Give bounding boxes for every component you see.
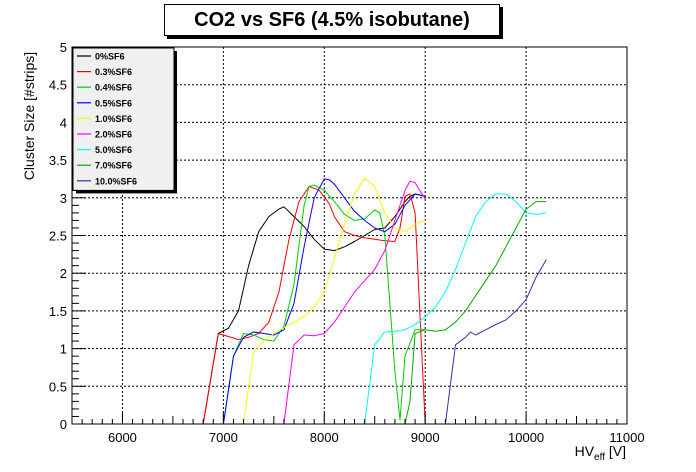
series-line: [404, 201, 547, 425]
legend-label: 0.4%SF6: [95, 83, 132, 93]
x-tick-label: 7000: [209, 430, 238, 445]
x-axis-label: HVeff [V]: [575, 443, 626, 463]
chart-title: CO2 vs SF6 (4.5% isobutane): [164, 4, 500, 36]
legend-label: 0.3%SF6: [95, 67, 132, 77]
x-axis-label-main: HV: [575, 443, 595, 459]
legend-label: 7.0%SF6: [95, 161, 132, 171]
series-line: [444, 259, 547, 425]
y-tick-label: 3.5: [49, 153, 67, 168]
x-axis-label-unit: [V]: [605, 443, 626, 459]
legend-label: 0%SF6: [95, 52, 125, 62]
legend-label: 2.0%SF6: [95, 130, 132, 140]
legend-label: 10.0%SF6: [95, 176, 137, 186]
x-tick-label: 11000: [609, 430, 644, 445]
y-tick-label: 4.5: [49, 78, 67, 93]
series-line: [222, 184, 426, 425]
y-tick-label: 1: [60, 342, 67, 357]
y-tick-label: 5: [60, 40, 67, 55]
legend-label: 0.5%SF6: [95, 98, 132, 108]
x-tick-label: 8000: [310, 430, 339, 445]
x-tick-label: 9000: [411, 430, 440, 445]
series-line: [202, 186, 426, 425]
series-line: [364, 193, 547, 425]
legend-label: 5.0%SF6: [95, 145, 132, 155]
series-line: [222, 178, 426, 425]
legend-label: 1.0%SF6: [95, 114, 132, 124]
series-line: [283, 180, 426, 425]
y-tick-label: 4: [60, 115, 67, 130]
series-lines: [202, 177, 547, 425]
y-tick-label: 3: [60, 191, 67, 206]
y-tick-label: 2: [60, 266, 67, 281]
y-tick-label: 0: [60, 417, 67, 432]
x-tick-label: 10000: [508, 430, 544, 445]
y-tick-label: 0.5: [49, 379, 67, 394]
x-tick-label: 6000: [108, 430, 137, 445]
y-axis-label: Cluster Size [#strips]: [21, 52, 37, 180]
legend: 0%SF6 0.3%SF6 0.4%SF6 0.5%SF6 1.0%SF6 2.0%SF6…: [72, 47, 177, 194]
series-line: [243, 177, 426, 425]
x-axis-label-sub: eff: [594, 452, 605, 463]
y-tick-label: 2.5: [49, 229, 67, 244]
y-tick-label: 1.5: [49, 304, 67, 319]
